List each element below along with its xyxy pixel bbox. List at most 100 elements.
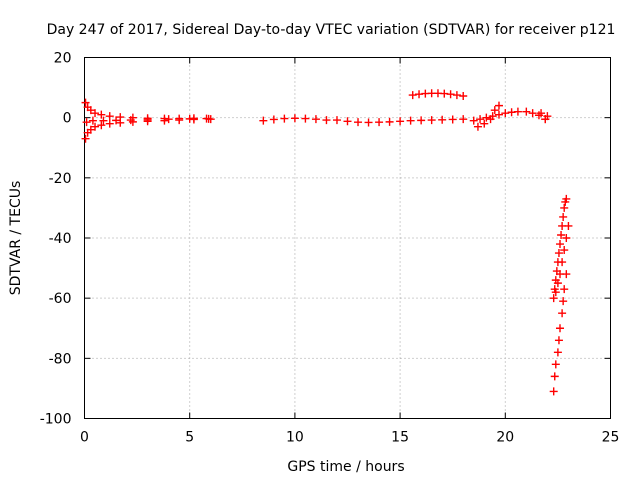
- data-point: [322, 116, 331, 125]
- data-point: [452, 91, 461, 100]
- data-point: [86, 106, 95, 115]
- data-point: [549, 294, 558, 303]
- series-arc-8: [408, 89, 468, 101]
- data-point: [427, 116, 436, 125]
- data-point: [97, 110, 106, 119]
- data-point: [204, 114, 213, 123]
- series-late-spread: [473, 101, 552, 131]
- data-point: [86, 125, 95, 134]
- data-point: [553, 348, 562, 357]
- data-point: [105, 119, 114, 128]
- data-point: [105, 112, 114, 121]
- data-point: [549, 387, 558, 396]
- data-point: [459, 115, 468, 124]
- data-point: [554, 336, 563, 345]
- y-tick-label: -20: [49, 171, 72, 187]
- data-point: [160, 116, 169, 125]
- data-point: [269, 115, 278, 124]
- data-point: [501, 109, 510, 118]
- data-point: [476, 115, 485, 124]
- data-point: [301, 114, 310, 123]
- data-point: [354, 118, 363, 127]
- data-point: [164, 115, 173, 124]
- data-point: [469, 116, 478, 125]
- data-point: [406, 116, 415, 125]
- data-point: [564, 221, 573, 230]
- y-tick-label: -40: [49, 231, 72, 247]
- data-point: [116, 118, 125, 127]
- y-tick-label: 20: [54, 51, 72, 67]
- data-point: [562, 194, 571, 203]
- grid-lines: [84, 57, 611, 419]
- data-point: [332, 116, 341, 125]
- data-point: [562, 270, 571, 279]
- series-drop-2: [551, 221, 573, 297]
- axis-ticks: [84, 57, 611, 419]
- data-point: [143, 115, 152, 124]
- data-point: [557, 230, 566, 239]
- data-point: [480, 119, 489, 128]
- data-point: [560, 246, 569, 255]
- data-point: [259, 116, 268, 125]
- data-point: [343, 117, 352, 126]
- series-late-1: [469, 107, 550, 125]
- data-point: [290, 114, 299, 123]
- data-point: [562, 234, 571, 242]
- data-point: [408, 91, 417, 100]
- data-point: [522, 107, 531, 116]
- data-point: [311, 115, 320, 124]
- data-point: [513, 107, 522, 116]
- data-points: [81, 89, 573, 396]
- data-point: [550, 372, 559, 381]
- x-tick-label: 25: [602, 430, 620, 446]
- data-point: [459, 92, 468, 101]
- series-mid-1: [259, 114, 341, 125]
- data-point: [558, 258, 567, 267]
- data-point: [543, 112, 552, 121]
- data-point: [494, 110, 503, 119]
- plot-frame: [84, 57, 611, 419]
- data-point: [556, 324, 565, 333]
- data-point: [126, 116, 135, 125]
- x-tick-label: 20: [496, 430, 514, 446]
- data-point: [396, 117, 405, 126]
- data-point: [554, 249, 563, 258]
- data-point: [482, 113, 491, 122]
- x-axis-label: GPS time / hours: [287, 459, 404, 475]
- data-point: [560, 285, 569, 294]
- x-tick-label: 10: [286, 430, 304, 446]
- data-point: [81, 134, 90, 143]
- data-point: [280, 114, 289, 123]
- y-tick-label: -100: [40, 412, 72, 428]
- data-point: [385, 117, 394, 126]
- series-early-mid: [82, 114, 213, 127]
- data-point: [559, 297, 568, 306]
- data-point: [448, 115, 457, 124]
- data-point: [81, 98, 90, 107]
- data-point: [438, 115, 447, 124]
- data-point: [97, 121, 106, 130]
- data-point: [364, 118, 373, 127]
- data-point: [494, 101, 503, 110]
- series-drop-3: [549, 270, 571, 396]
- data-point: [446, 90, 455, 99]
- data-point: [91, 122, 100, 131]
- y-tick-label: 0: [63, 111, 72, 127]
- data-point: [185, 114, 194, 123]
- data-point: [537, 109, 546, 118]
- data-point: [473, 122, 482, 131]
- x-tick-label: 15: [391, 430, 409, 446]
- data-point: [91, 109, 100, 118]
- data-point: [486, 115, 495, 124]
- data-point: [551, 288, 560, 297]
- data-point: [553, 279, 562, 288]
- series-drop-1: [549, 194, 571, 303]
- data-point: [558, 309, 567, 318]
- chart-title: Day 247 of 2017, Sidereal Day-to-day VTE…: [47, 22, 616, 38]
- y-axis-label: SDTVAR / TECUs: [8, 181, 24, 296]
- x-tick-label: 5: [185, 430, 194, 446]
- data-point: [551, 360, 560, 369]
- x-tick-label: 0: [80, 430, 89, 446]
- data-point: [175, 116, 184, 125]
